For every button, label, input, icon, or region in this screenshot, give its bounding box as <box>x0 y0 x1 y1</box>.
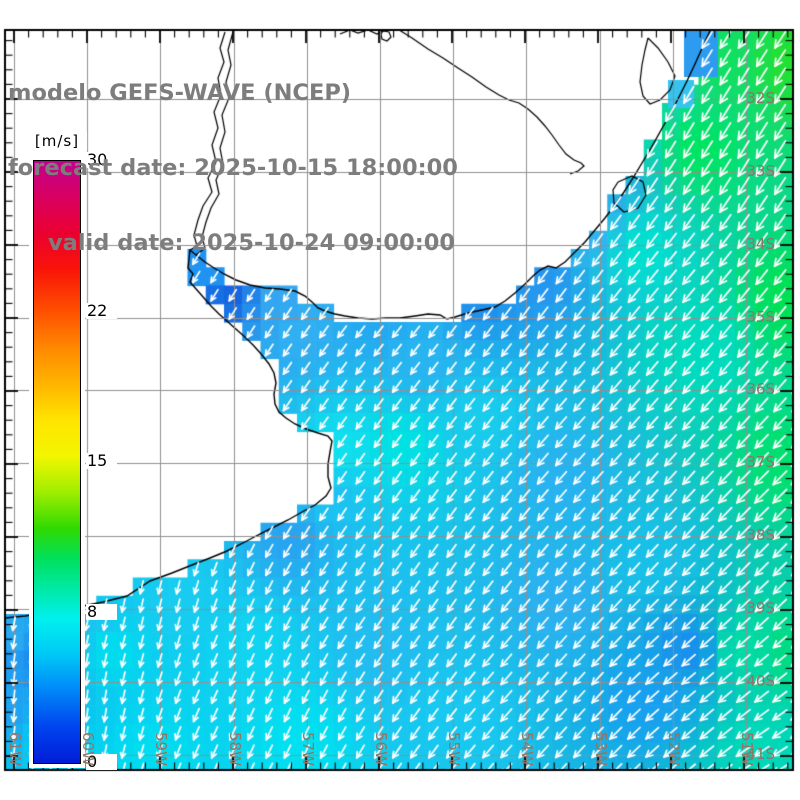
latitude-label: 36S <box>746 380 775 398</box>
latitude-label: 34S <box>746 235 775 253</box>
colorbar-tick-label: 30 <box>86 152 117 168</box>
latitude-label: 37S <box>746 453 775 471</box>
latitude-label: 41S <box>746 745 775 763</box>
longitude-label: 52W <box>665 732 683 766</box>
latitude-label: 35S <box>746 308 775 326</box>
latitude-label: 33S <box>746 162 775 180</box>
title-block: modelo GEFS-WAVE (NCEP) forecast date: 2… <box>8 31 458 306</box>
latitude-label: 40S <box>746 672 775 690</box>
colorbar-unit-label: [m/s] <box>27 132 87 150</box>
longitude-label: 53W <box>592 732 610 766</box>
colorbar-tick-label: 8 <box>86 603 117 620</box>
longitude-label: 59W <box>152 732 170 766</box>
colorbar-tick-label: 15 <box>86 453 117 469</box>
longitude-label: 58W <box>226 732 244 766</box>
forecast-date: forecast date: 2025-10-15 18:00:00 <box>8 155 458 181</box>
longitude-label: 56W <box>372 732 390 766</box>
latitude-label: 39S <box>746 599 775 617</box>
colorbar-tick-label: 22 <box>86 302 117 319</box>
colorbar-tick-label: 0 <box>86 754 117 770</box>
longitude-label: 55W <box>445 732 463 766</box>
longitude-label: 51W <box>738 732 756 766</box>
longitude-label: 61W <box>6 732 24 766</box>
latitude-label: 38S <box>746 526 775 544</box>
colorbar: [m/s] 30 22 15 8 0 <box>27 132 117 770</box>
model-title: modelo GEFS-WAVE (NCEP) <box>8 80 352 106</box>
longitude-label: 60W <box>79 732 97 766</box>
latitude-label: 32S <box>746 89 775 107</box>
longitude-label: 54W <box>518 732 536 766</box>
colorbar-gradient <box>33 160 81 764</box>
longitude-label: 57W <box>299 732 317 766</box>
valid-date: valid date: 2025-10-24 09:00:00 <box>48 230 456 256</box>
